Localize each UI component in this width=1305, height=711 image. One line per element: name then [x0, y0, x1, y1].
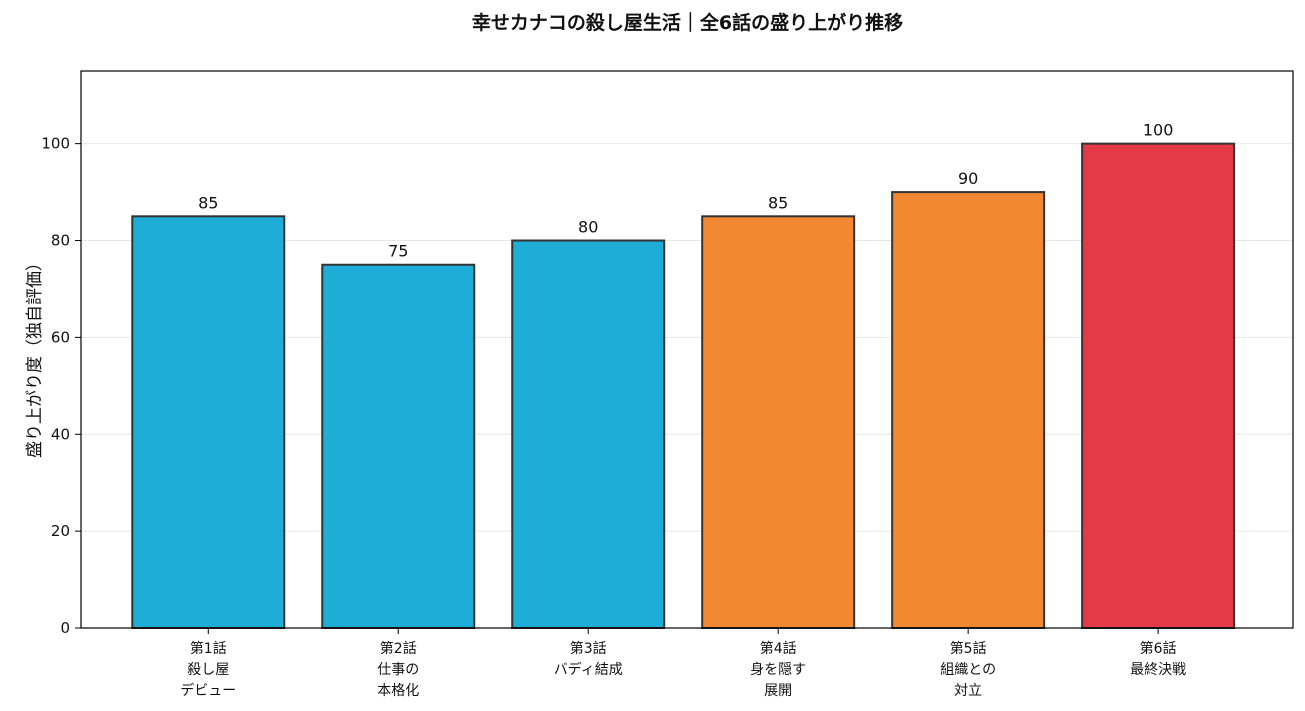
bar-value-label: 90 — [958, 169, 978, 188]
chart-title: 幸せカナコの殺し屋生活｜全6話の盛り上がり推移 — [471, 12, 904, 34]
plot-frame — [80, 70, 1294, 629]
x-tick-label: 第5話 — [950, 640, 987, 657]
x-tick-label: バディ結成 — [554, 661, 623, 678]
x-tick-label: 第3話 — [570, 640, 607, 657]
bar — [1081, 142, 1236, 630]
bars: 85 75 80 85 90 100 — [131, 121, 1236, 630]
x-tick-label: 対立 — [954, 683, 982, 699]
bar-value-label: 80 — [578, 218, 598, 237]
x-tick-label: 第1話 — [190, 640, 227, 657]
x-tick-label: 本格化 — [377, 683, 419, 699]
bar — [321, 263, 476, 629]
x-tick-label: 最終決戦 — [1130, 662, 1186, 678]
x-tick-label: 第6話 — [1140, 640, 1177, 657]
bar-value-label: 75 — [388, 242, 408, 261]
bar — [511, 239, 666, 630]
x-tick-label: 組織との — [940, 662, 996, 678]
x-tick-label: 第2話 — [380, 640, 417, 657]
x-tick-label: 展開 — [764, 683, 792, 699]
bar — [131, 215, 286, 629]
bar-value-label: 85 — [768, 193, 788, 212]
x-tick-label: 第4話 — [760, 640, 797, 657]
bar — [891, 191, 1046, 630]
y-tick-label: 80 — [51, 232, 70, 250]
bar — [701, 215, 856, 629]
x-tick-label: 殺し屋 — [187, 662, 229, 678]
x-tick-label: デビュー — [180, 682, 236, 699]
y-tick-label: 0 — [60, 619, 70, 637]
x-tick-label: 身を隠す — [750, 662, 806, 678]
bar-value-label: 85 — [198, 193, 218, 212]
y-tick-label: 100 — [41, 135, 70, 153]
y-axis-label: 盛り上がり度（独自評価） — [25, 254, 45, 458]
y-tick-label: 40 — [51, 425, 70, 443]
x-tick-label: 仕事の — [377, 662, 419, 678]
y-tick-label: 20 — [51, 522, 70, 540]
bar-value-label: 100 — [1143, 121, 1174, 140]
y-tick-label: 60 — [51, 328, 70, 346]
